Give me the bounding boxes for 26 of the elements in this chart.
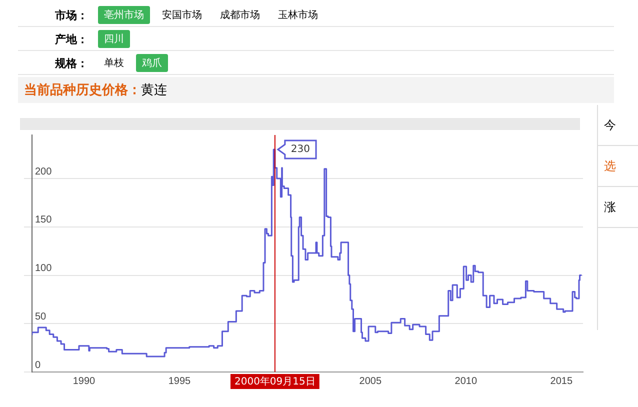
x-tick-label: 1990 — [72, 376, 96, 387]
x-tick-label: 2010 — [454, 376, 478, 387]
y-tick-label: 150 — [35, 214, 52, 226]
x-tick-label: 1995 — [168, 376, 191, 387]
chart-title: 当前品种历史价格：黄连 — [24, 82, 167, 99]
text: 选 — [598, 146, 638, 187]
text: 单枝 — [103, 56, 125, 71]
y-tick-label: 200 — [35, 166, 52, 178]
x-tick-label: 2005 — [359, 376, 382, 387]
ref-line-label: 2000年09月15日 — [234, 376, 316, 388]
text: 玉林市场 — [277, 8, 319, 23]
x-tick-label: 2015 — [550, 376, 573, 387]
text: 四川 — [98, 30, 130, 48]
text: 规格： — [54, 56, 88, 70]
text: 今 — [598, 105, 638, 146]
text: 产地： — [54, 32, 88, 46]
text: 安国市场 — [161, 8, 203, 23]
text: 涨 — [598, 187, 638, 228]
annotation: 230 — [290, 144, 310, 156]
text: 市场： — [54, 8, 88, 22]
y-tick-label: 100 — [35, 263, 52, 274]
y-tick-label: 50 — [35, 311, 47, 322]
text: 亳州市场 — [98, 6, 150, 24]
text: 成都市场 — [219, 8, 261, 23]
y-tick-label: 0 — [35, 360, 41, 371]
text: 鸡爪 — [136, 54, 168, 72]
